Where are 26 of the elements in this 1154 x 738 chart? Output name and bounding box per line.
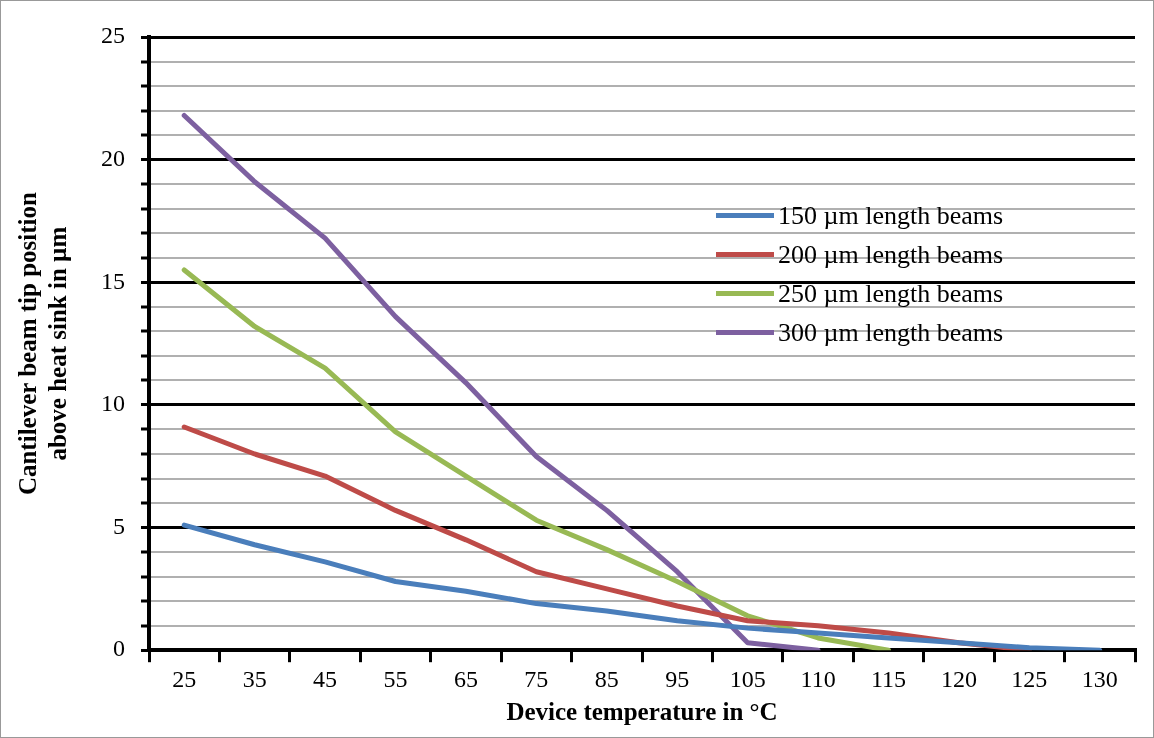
legend-label: 150 µm length beams	[778, 200, 1004, 231]
x-tick-label: 45	[313, 665, 338, 692]
legend-label: 250 µm length beams	[778, 278, 1004, 309]
x-tick-label: 110	[800, 665, 836, 692]
y-tick-label: 0	[113, 635, 125, 662]
x-tick-label: 125	[1011, 665, 1048, 692]
x-tick-label: 55	[383, 665, 408, 692]
x-axis-title: Device temperature in °C	[506, 698, 778, 726]
x-tick-label: 130	[1081, 665, 1118, 692]
y-axis-title: Cantilever beam tip position above heat sink in µm	[14, 192, 72, 496]
y-tick-label: 5	[113, 512, 125, 539]
x-tick-label: 65	[453, 665, 478, 692]
legend-label: 300 µm length beams	[778, 317, 1004, 348]
x-tick-label: 105	[729, 665, 766, 692]
x-tick-label: 115	[870, 665, 907, 692]
x-tick-label: 95	[665, 665, 690, 692]
x-tick-label: 75	[524, 665, 549, 692]
y-tick-label: 20	[101, 144, 125, 171]
legend-label: 200 µm length beams	[778, 239, 1004, 270]
x-tick-label: 120	[940, 665, 977, 692]
x-tick-label: 25	[172, 665, 197, 692]
x-tick-label: 35	[242, 665, 267, 692]
y-tick-label: 25	[101, 22, 125, 49]
y-tick-label: 10	[101, 390, 125, 417]
x-tick-label: 85	[594, 665, 619, 692]
y-tick-label: 15	[101, 267, 125, 294]
